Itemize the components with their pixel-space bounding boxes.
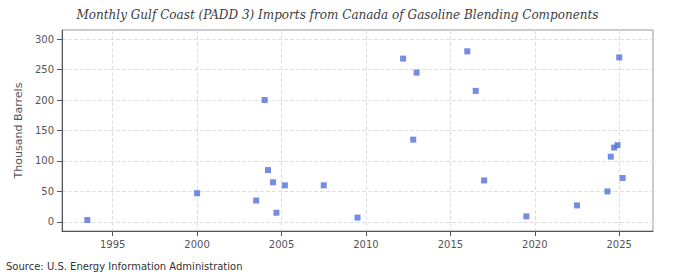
svg-text:0: 0	[48, 216, 54, 227]
svg-text:Thousand Barrels: Thousand Barrels	[12, 82, 25, 179]
svg-text:2025: 2025	[607, 239, 632, 250]
svg-text:Source: U.S. Energy Informatio: Source: U.S. Energy Information Administ…	[6, 261, 243, 272]
svg-text:300: 300	[35, 34, 54, 45]
svg-text:250: 250	[35, 64, 54, 75]
svg-text:1995: 1995	[100, 239, 125, 250]
svg-text:150: 150	[35, 125, 54, 136]
svg-text:2015: 2015	[438, 239, 463, 250]
svg-text:2005: 2005	[269, 239, 294, 250]
svg-text:50: 50	[41, 186, 54, 197]
svg-text:2000: 2000	[184, 239, 209, 250]
svg-text:200: 200	[35, 95, 54, 106]
svg-text:2010: 2010	[353, 239, 378, 250]
svg-text:2020: 2020	[522, 239, 547, 250]
svg-text:100: 100	[35, 155, 54, 166]
svg-text:Monthly Gulf Coast (PADD 3) Im: Monthly Gulf Coast (PADD 3) Imports from…	[76, 8, 599, 22]
